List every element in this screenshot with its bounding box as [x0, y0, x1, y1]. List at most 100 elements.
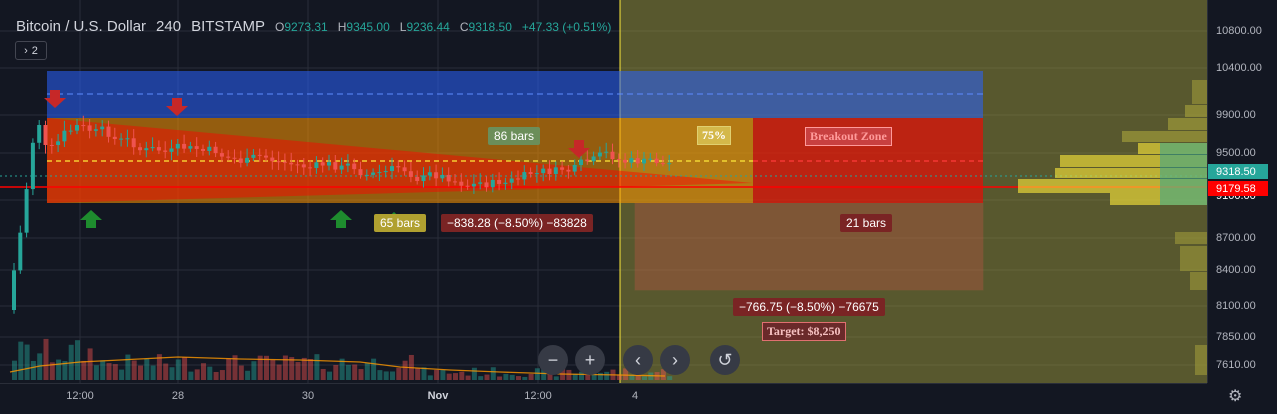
price-tick: 8400.00 — [1216, 264, 1256, 276]
volume-bar — [49, 362, 55, 380]
candle — [522, 172, 527, 180]
time-axis[interactable] — [0, 383, 1207, 414]
interval[interactable]: 240 — [156, 18, 182, 35]
price-tick: 8700.00 — [1216, 232, 1256, 244]
volume-bar — [182, 357, 188, 380]
candle — [547, 168, 552, 175]
candle — [516, 178, 520, 180]
candle — [87, 125, 92, 131]
volume-bar — [390, 371, 395, 380]
candle — [352, 163, 357, 170]
candle — [320, 162, 325, 166]
breakout-zone-label[interactable]: Breakout Zone — [805, 127, 892, 146]
reset-chart-button[interactable]: ↺ — [710, 345, 740, 375]
volume-bar — [301, 357, 307, 380]
candle — [276, 161, 281, 163]
candle — [553, 167, 558, 175]
candle — [270, 157, 275, 162]
candle — [396, 166, 401, 168]
price-tick: 8100.00 — [1216, 300, 1256, 312]
symbol-name[interactable]: Bitcoin / U.S. Dollar — [16, 18, 147, 35]
candle — [131, 138, 136, 148]
candle — [459, 181, 464, 186]
volume-bar — [56, 359, 62, 380]
candle — [465, 185, 470, 187]
candle — [623, 159, 628, 163]
candle — [585, 159, 590, 162]
volume-bar — [150, 365, 156, 380]
candle — [610, 151, 615, 160]
candle — [156, 147, 161, 151]
candle — [150, 147, 155, 149]
low-value: 9236.44 — [406, 20, 450, 34]
close-value: 9318.50 — [468, 20, 512, 34]
time-tick: 12:00 — [66, 390, 94, 402]
volume-bar — [201, 363, 206, 380]
volume-bar — [642, 376, 647, 380]
candle — [144, 148, 149, 151]
volume-bar — [308, 359, 314, 380]
volume-profile — [1018, 80, 1207, 375]
candle — [541, 168, 546, 174]
candle — [194, 146, 199, 149]
scroll-right-button[interactable]: › — [660, 345, 690, 375]
candle — [49, 145, 54, 146]
volume-bar — [276, 364, 282, 380]
bars-count-21[interactable]: 21 bars — [840, 214, 893, 232]
volume-bar — [43, 338, 49, 380]
volume-bar — [131, 360, 137, 380]
volume-bar — [352, 364, 358, 380]
candle — [213, 146, 218, 154]
candle — [68, 130, 73, 132]
candle — [81, 125, 86, 127]
volume-bar — [434, 369, 440, 380]
candle — [471, 183, 476, 187]
sell-arrows — [44, 90, 590, 158]
volume-bar — [440, 369, 446, 380]
indicator-count: 2 — [31, 44, 38, 57]
price-tick: 10400.00 — [1216, 62, 1262, 74]
candle — [264, 155, 268, 158]
target-label[interactable]: Target: $8,250 — [762, 322, 846, 341]
candle — [364, 174, 369, 176]
candle — [616, 159, 621, 161]
volume-bar — [62, 361, 68, 380]
percent-label[interactable]: 75% — [697, 126, 731, 145]
candle — [119, 138, 124, 140]
zoom-in-button[interactable]: + — [575, 345, 605, 375]
volume-bar — [572, 373, 578, 380]
collapse-indicators-button[interactable]: › 2 — [15, 41, 47, 60]
zoom-out-button[interactable]: − — [538, 345, 568, 375]
candle — [572, 165, 577, 172]
bars-count-65[interactable]: 65 bars — [374, 214, 427, 232]
candles — [12, 115, 672, 314]
volume-bar — [553, 376, 559, 380]
candle — [642, 158, 646, 164]
candle — [75, 125, 79, 131]
volume-bar — [616, 374, 622, 380]
bars-count-86[interactable]: 86 bars — [488, 127, 541, 145]
scroll-left-button[interactable]: ‹ — [623, 345, 653, 375]
range-measure-1[interactable]: −838.28 (−8.50%) −83828 — [441, 214, 593, 232]
candle — [560, 167, 565, 170]
volume-bar — [415, 368, 421, 380]
candle — [579, 159, 583, 166]
ohlc-values: O9273.31 H9345.00 L9236.44 C9318.50 +47.… — [275, 20, 611, 34]
price-chart[interactable] — [0, 0, 1207, 383]
candle — [434, 172, 439, 179]
candle — [93, 129, 98, 131]
candle — [257, 154, 262, 156]
candle — [484, 182, 489, 188]
candle — [597, 152, 602, 157]
volume-bar — [490, 367, 496, 380]
price-tick: 10800.00 — [1216, 25, 1262, 37]
volume-bar — [629, 374, 635, 380]
range-measure-2[interactable]: −766.75 (−8.50%) −76675 — [733, 298, 885, 316]
candle — [528, 172, 533, 174]
volume-bar — [18, 341, 24, 380]
candle — [138, 147, 142, 151]
candle — [478, 182, 483, 184]
gear-icon[interactable]: ⚙ — [1228, 388, 1243, 405]
symbol-header[interactable]: Bitcoin / U.S. Dollar 240 BITSTAMP O9273… — [16, 18, 611, 35]
